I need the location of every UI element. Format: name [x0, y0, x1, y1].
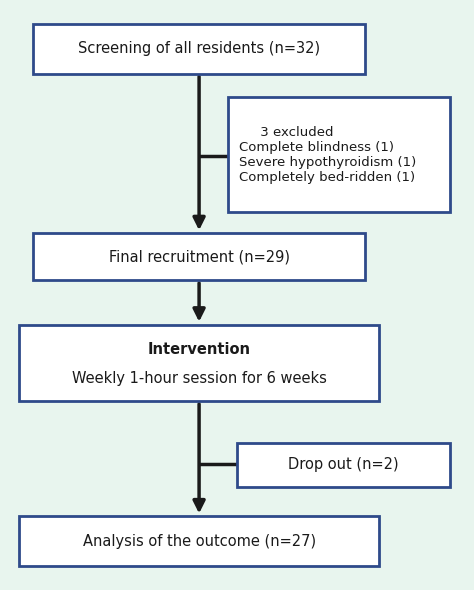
Text: Intervention: Intervention — [147, 342, 251, 358]
FancyBboxPatch shape — [228, 97, 450, 212]
FancyBboxPatch shape — [19, 516, 379, 566]
Text: 3 excluded
Complete blindness (1)
Severe hypothyroidism (1)
Completely bed-ridde: 3 excluded Complete blindness (1) Severe… — [239, 126, 417, 184]
Text: Weekly 1-hour session for 6 weeks: Weekly 1-hour session for 6 weeks — [72, 371, 327, 386]
FancyBboxPatch shape — [237, 442, 450, 487]
FancyBboxPatch shape — [33, 24, 365, 74]
Text: Drop out (n=2): Drop out (n=2) — [288, 457, 399, 472]
FancyBboxPatch shape — [19, 324, 379, 401]
Text: Screening of all residents (n=32): Screening of all residents (n=32) — [78, 41, 320, 56]
Text: Analysis of the outcome (n=27): Analysis of the outcome (n=27) — [82, 534, 316, 549]
Text: Final recruitment (n=29): Final recruitment (n=29) — [109, 249, 290, 264]
FancyBboxPatch shape — [33, 233, 365, 280]
